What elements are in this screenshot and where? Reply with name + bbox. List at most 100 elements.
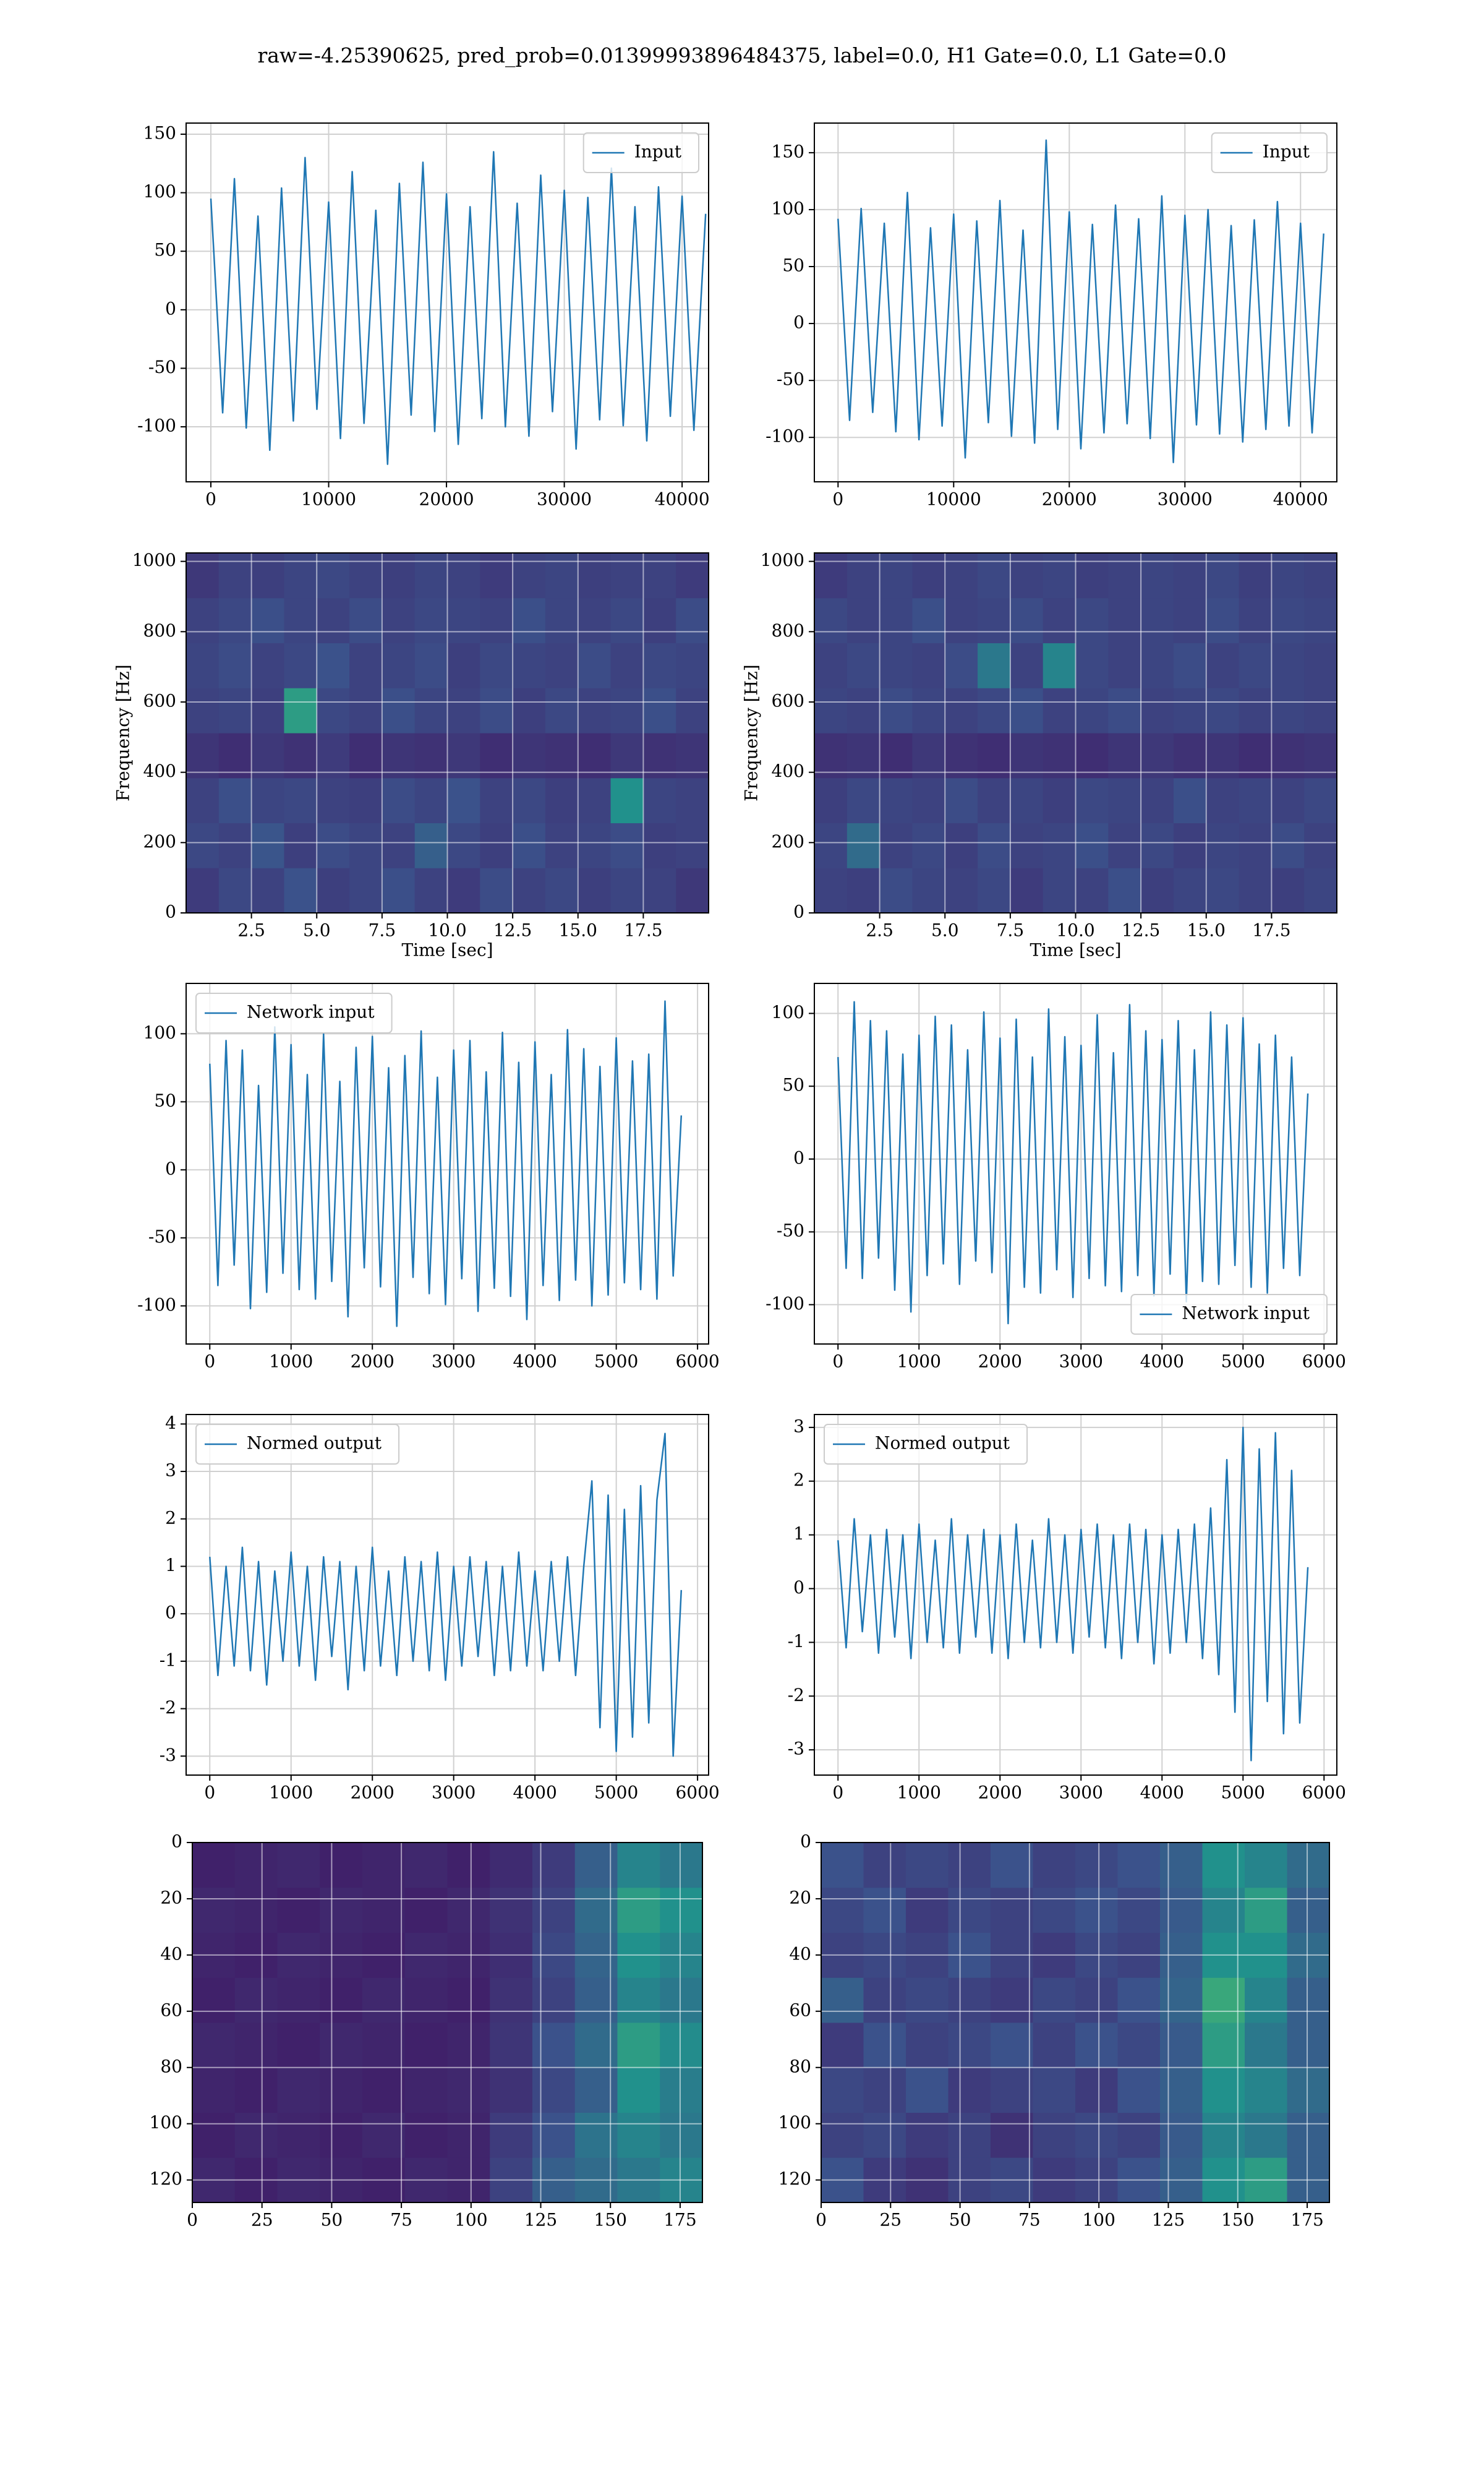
heatmap-cell <box>1010 733 1044 779</box>
heatmap-cell <box>349 777 383 823</box>
y-tick-label: 80 <box>789 2056 811 2076</box>
heatmap-cell <box>545 597 579 643</box>
heatmap-cell <box>1108 597 1141 643</box>
heatmap-cell <box>578 868 612 914</box>
heatmap-cell <box>192 2067 236 2113</box>
heatmap-cell <box>1117 2112 1161 2158</box>
legend: Input <box>582 132 699 173</box>
heatmap-cell <box>863 1843 906 1888</box>
y-tick-label: 100 <box>772 198 804 218</box>
heatmap-cell <box>1117 1887 1161 1933</box>
heatmap-cell <box>814 688 848 734</box>
heatmap-cell <box>610 643 644 688</box>
heatmap-cell <box>320 2022 363 2068</box>
heatmap-cell <box>1202 2067 1245 2113</box>
heatmap-cell <box>814 868 848 914</box>
y-tick-label: 0 <box>165 1603 176 1623</box>
x-tick-label: 30000 <box>1158 489 1213 510</box>
x-tick-label: 125 <box>524 2210 557 2230</box>
heatmap-cell <box>480 597 513 643</box>
heatmap-cell <box>404 2112 448 2158</box>
heatmap-cell <box>945 688 978 734</box>
heatmap-cell <box>578 688 612 734</box>
figure-title: raw=-4.25390625, pred_prob=0.01399993896… <box>257 43 1226 68</box>
heatmap-cell <box>610 868 644 914</box>
x-tick-label: 20000 <box>1042 489 1097 510</box>
x-tick-label: 0 <box>187 2210 198 2230</box>
heatmap-cell <box>676 733 709 779</box>
heatmap-cell <box>447 733 480 779</box>
heatmap-cell <box>948 1977 991 2023</box>
x-tick-label: 0 <box>832 1351 843 1372</box>
heatmap-cell <box>676 553 709 599</box>
heatmap-cell <box>1304 553 1337 599</box>
heatmap-cell <box>277 2067 320 2113</box>
y-tick-label: 200 <box>772 831 804 852</box>
heatmap-cell <box>414 597 448 643</box>
heatmap-cell <box>1010 777 1044 823</box>
heatmap-cell <box>643 553 676 599</box>
heatmap-cell <box>1043 643 1076 688</box>
heatmap-cell <box>1141 777 1174 823</box>
x-tick-label: 12.5 <box>493 920 532 941</box>
y-tick-label: -100 <box>137 416 176 436</box>
heatmap-cell <box>1202 1977 1245 2023</box>
x-tick-label: 0 <box>204 1783 215 1803</box>
heatmap-cell <box>186 688 220 734</box>
heatmap-cell <box>610 823 644 868</box>
heatmap-cell <box>234 1977 278 2023</box>
y-tick-label: 60 <box>160 2000 182 2020</box>
heatmap-cell <box>447 2022 490 2068</box>
x-tick-label: 6000 <box>1302 1783 1346 1803</box>
heatmap-cell <box>480 733 513 779</box>
y-tick-label: 100 <box>772 1002 804 1022</box>
y-tick-label: -50 <box>777 369 804 390</box>
heatmap-cell <box>1206 868 1240 914</box>
heatmap-cell <box>218 777 252 823</box>
heatmap-cell <box>1160 1977 1203 2023</box>
heatmap-cell <box>218 597 252 643</box>
heatmap-cell <box>578 823 612 868</box>
y-tick-label: -3 <box>160 1745 176 1765</box>
heatmap-cell <box>447 2112 490 2158</box>
heatmap-cell <box>863 2112 906 2158</box>
heatmap-cell <box>879 777 913 823</box>
heatmap-cell <box>1245 1977 1287 2023</box>
heatmap-cell <box>362 1887 406 1933</box>
heatmap-cell <box>1206 777 1240 823</box>
heatmap-cell <box>545 643 579 688</box>
heatmap-cell <box>1173 777 1207 823</box>
x-tick-label: 15.0 <box>1187 920 1226 941</box>
y-tick-label: 150 <box>143 122 176 143</box>
y-tick-label: 60 <box>789 2000 811 2020</box>
x-tick-label: 1000 <box>897 1351 941 1372</box>
heatmap-cell <box>490 1887 533 1933</box>
heatmap-cell <box>617 1977 660 2023</box>
heatmap-cell <box>1043 777 1076 823</box>
heatmap-cell <box>1304 733 1337 779</box>
heatmap-cell <box>948 2022 991 2068</box>
legend-label: Normed output <box>875 1433 1010 1453</box>
y-tick-label: -50 <box>148 1226 176 1247</box>
heatmap-cell <box>1043 597 1076 643</box>
heatmap-cell <box>277 1977 320 2023</box>
heatmap-cell <box>186 597 220 643</box>
heatmap-cell <box>660 2112 703 2158</box>
heatmap-cell <box>578 553 612 599</box>
legend-box <box>195 1424 400 1465</box>
x-tick-label: 100 <box>454 2210 487 2230</box>
heatmap-cell <box>1304 777 1337 823</box>
heatmap-cell <box>846 597 881 643</box>
heatmap-cell <box>1173 823 1207 868</box>
x-tick-label: 5000 <box>594 1783 638 1803</box>
plot-area <box>186 123 709 482</box>
heatmap-cell <box>1043 868 1076 914</box>
x-tick-label: 3000 <box>1059 1351 1103 1372</box>
heatmap-cell <box>991 2067 1033 2113</box>
heatmap-cell <box>1202 2022 1245 2068</box>
heatmap-cell <box>948 1843 991 1888</box>
subplot: 0 1000 2000 3000 4000 5000 6000 -100 -50 0 50 100 Ne… <box>137 983 720 1372</box>
x-tick-label: 2000 <box>978 1351 1022 1372</box>
heatmap-cell <box>912 688 945 734</box>
heatmap-cell <box>912 597 945 643</box>
